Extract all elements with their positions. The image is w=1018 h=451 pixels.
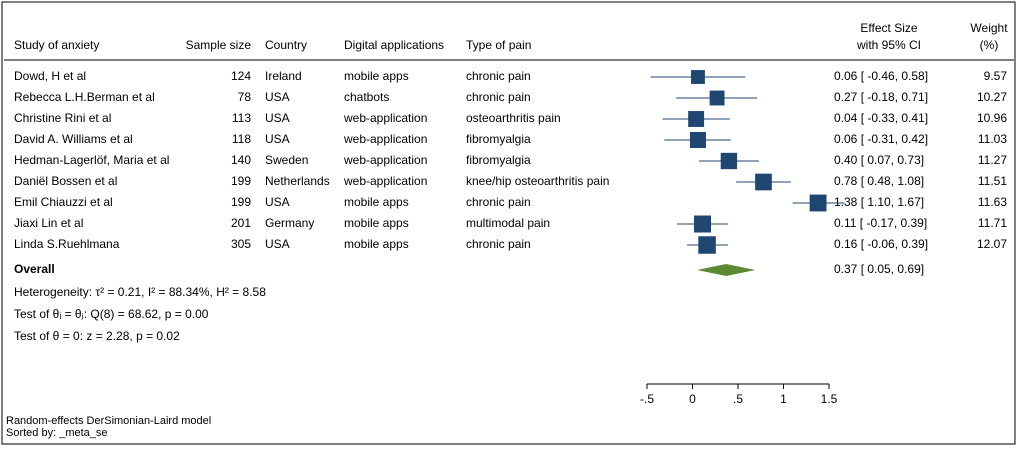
effect-square xyxy=(694,215,711,233)
effect-label: 0.11 [ -0.17, 0.39] xyxy=(834,216,927,230)
effect-label: 0.04 [ -0.33, 0.41] xyxy=(834,111,928,125)
col-header: with 95% CI xyxy=(856,38,921,52)
col-header: Type of pain xyxy=(466,38,531,52)
effect-label: 0.78 [ 0.48, 1.08] xyxy=(834,174,924,188)
country: Netherlands xyxy=(265,174,330,188)
weight: 10.27 xyxy=(977,90,1007,104)
effect-label: 0.06 [ -0.46, 0.58] xyxy=(834,69,928,83)
app: web-application xyxy=(343,153,427,167)
app: mobile apps xyxy=(344,237,409,251)
study-name: Christine Rini et al xyxy=(14,111,111,125)
country: USA xyxy=(265,237,290,251)
effect-square xyxy=(709,90,725,106)
sample-size: 201 xyxy=(231,216,251,230)
app: web-application xyxy=(343,111,427,125)
app: web-application xyxy=(343,174,427,188)
pain-type: chronic pain xyxy=(466,237,531,251)
col-header: Digital applications xyxy=(344,38,444,52)
sample-size: 305 xyxy=(231,237,251,251)
sample-size: 199 xyxy=(231,195,251,209)
col-header: (%) xyxy=(980,38,999,52)
note: Test of θ = 0: z = 2.28, p = 0.02 xyxy=(14,329,180,343)
x-tick-label: 1.5 xyxy=(821,392,838,406)
country: USA xyxy=(265,111,290,125)
study-name: David A. Williams et al xyxy=(14,132,133,146)
pain-type: multimodal pain xyxy=(466,216,550,230)
country: Germany xyxy=(265,216,314,230)
study-name: Linda S.Ruehlmana xyxy=(14,237,120,251)
weight: 11.27 xyxy=(978,153,1007,167)
app: mobile apps xyxy=(344,216,409,230)
effect-square xyxy=(755,173,772,191)
x-tick-label: 1 xyxy=(780,392,787,406)
footnote: Random-effects DerSimonian-Laird model xyxy=(6,415,211,427)
sample-size: 78 xyxy=(238,90,252,104)
weight: 11.71 xyxy=(978,216,1007,230)
effect-label: 0.40 [ 0.07, 0.73] xyxy=(834,153,924,167)
note: Test of θᵢ = θⱼ: Q(8) = 68.62, p = 0.00 xyxy=(14,307,209,321)
country: Sweden xyxy=(265,153,308,167)
pain-type: fibromyalgia xyxy=(466,153,531,167)
col-header: Effect Size xyxy=(860,21,917,35)
effect-square xyxy=(688,111,705,127)
footnote: Sorted by: _meta_se xyxy=(6,427,108,439)
app: chatbots xyxy=(344,90,389,104)
study-name: Emil Chiauzzi et al xyxy=(14,195,113,209)
col-header: Weight xyxy=(970,21,1008,35)
weight: 11.03 xyxy=(978,132,1007,146)
study-name: Dowd, H et al xyxy=(14,69,86,83)
weight: 11.51 xyxy=(978,174,1007,188)
overall-label: Overall xyxy=(14,262,55,276)
effect-square xyxy=(698,236,716,254)
weight: 11.63 xyxy=(978,195,1007,209)
x-tick-label: -.5 xyxy=(640,392,654,406)
col-header: Country xyxy=(265,38,307,52)
country: USA xyxy=(265,90,290,104)
pain-type: osteoarthritis pain xyxy=(466,111,561,125)
pain-type: knee/hip osteoarthritis pain xyxy=(466,174,609,188)
pain-type: chronic pain xyxy=(466,195,531,209)
app: mobile apps xyxy=(344,69,409,83)
x-tick-label: 0 xyxy=(689,392,696,406)
col-header: Sample size xyxy=(186,38,252,52)
effect-label: 0.27 [ -0.18, 0.71] xyxy=(834,90,928,104)
country: USA xyxy=(265,132,290,146)
weight: 9.57 xyxy=(984,69,1008,83)
country: Ireland xyxy=(265,69,302,83)
weight: 10.96 xyxy=(977,111,1007,125)
effect-square xyxy=(809,194,827,212)
x-tick-label: .5 xyxy=(733,392,743,406)
effect-square xyxy=(689,132,706,148)
study-name: Daniël Bossen et al xyxy=(14,174,117,188)
weight: 12.07 xyxy=(977,237,1007,251)
sample-size: 113 xyxy=(232,111,251,125)
study-name: Hedman-Lagerlöf, Maria et al xyxy=(14,153,169,167)
overall-effect: 0.37 [ 0.05, 0.69] xyxy=(834,262,924,276)
pain-type: fibromyalgia xyxy=(466,132,531,146)
app: web-application xyxy=(343,132,427,146)
sample-size: 124 xyxy=(231,69,251,83)
col-header: Study of anxiety xyxy=(14,38,99,52)
sample-size: 199 xyxy=(231,174,251,188)
sample-size: 140 xyxy=(231,153,251,167)
pain-type: chronic pain xyxy=(466,90,531,104)
effect-square xyxy=(720,152,738,170)
effect-square xyxy=(691,70,705,84)
app: mobile apps xyxy=(344,195,409,209)
overall-diamond xyxy=(697,264,756,276)
effect-label: 0.06 [ -0.31, 0.42] xyxy=(834,132,928,146)
pain-type: chronic pain xyxy=(466,69,531,83)
study-name: Rebecca L.H.Berman et al xyxy=(14,90,155,104)
study-name: Jiaxi Lin et al xyxy=(14,216,83,230)
effect-label: 0.16 [ -0.06, 0.39] xyxy=(834,237,928,251)
effect-label: 1.38 [ 1.10, 1.67] xyxy=(834,195,924,209)
note: Heterogeneity: τ² = 0.21, I² = 88.34%, H… xyxy=(14,285,266,299)
country: USA xyxy=(265,195,290,209)
sample-size: 118 xyxy=(232,132,251,146)
